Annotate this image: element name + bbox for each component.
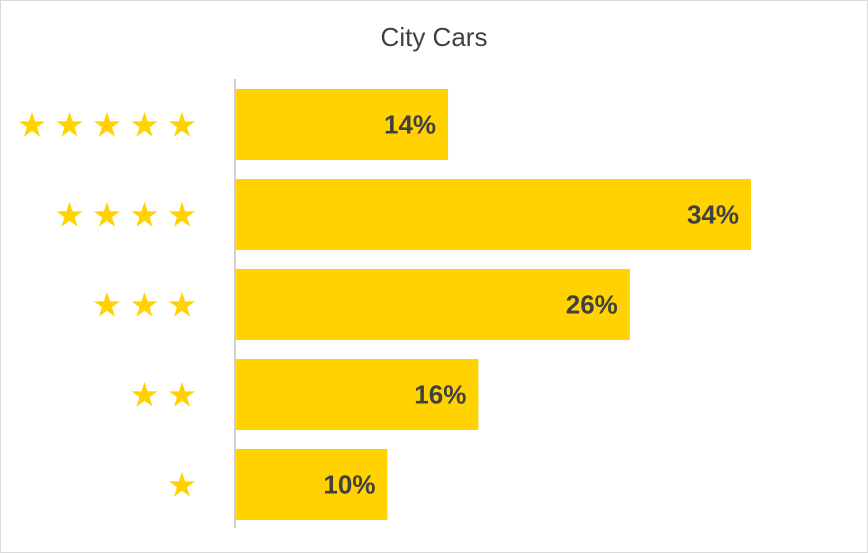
star-icon: ★ xyxy=(129,196,159,236)
bar-4-stars xyxy=(236,179,751,250)
star-icon: ★ xyxy=(17,106,47,146)
data-label-2-stars: 16% xyxy=(414,380,466,410)
data-label-5-stars: 14% xyxy=(384,110,436,140)
star-icon: ★ xyxy=(129,106,159,146)
category-label-4-stars: ★ ★ ★ ★ xyxy=(54,196,197,236)
data-label-4-stars: 34% xyxy=(687,200,739,230)
bar-1-stars xyxy=(236,449,388,520)
bar-5-stars xyxy=(236,89,449,160)
star-icon: ★ xyxy=(167,106,197,146)
category-label-1-stars: ★ xyxy=(167,466,197,506)
star-icon: ★ xyxy=(167,196,197,236)
category-label-2-stars: ★ ★ xyxy=(129,376,197,416)
star-icon: ★ xyxy=(92,106,122,146)
star-icon: ★ xyxy=(167,466,197,506)
data-label-1-stars: 10% xyxy=(323,470,375,500)
star-icon: ★ xyxy=(167,376,197,416)
star-icon: ★ xyxy=(129,286,159,326)
star-icon: ★ xyxy=(92,286,122,326)
star-icon: ★ xyxy=(167,286,197,326)
bar-2-stars xyxy=(236,359,479,430)
star-icon: ★ xyxy=(92,196,122,236)
star-icon: ★ xyxy=(129,376,159,416)
category-labels-layer: ★ ★ ★ ★ ★★ ★ ★ ★★ ★ ★★ ★★ xyxy=(17,106,197,506)
star-icon: ★ xyxy=(54,106,84,146)
category-label-3-stars: ★ ★ ★ xyxy=(92,286,197,326)
bars-layer xyxy=(236,89,751,520)
chart-title: City Cars xyxy=(381,22,488,52)
star-icon: ★ xyxy=(54,196,84,236)
category-label-5-stars: ★ ★ ★ ★ ★ xyxy=(17,106,197,146)
bar-3-stars xyxy=(236,269,630,340)
data-labels-layer: 14% 34% 26% 16% 10% xyxy=(323,110,739,500)
data-label-3-stars: 26% xyxy=(566,290,618,320)
